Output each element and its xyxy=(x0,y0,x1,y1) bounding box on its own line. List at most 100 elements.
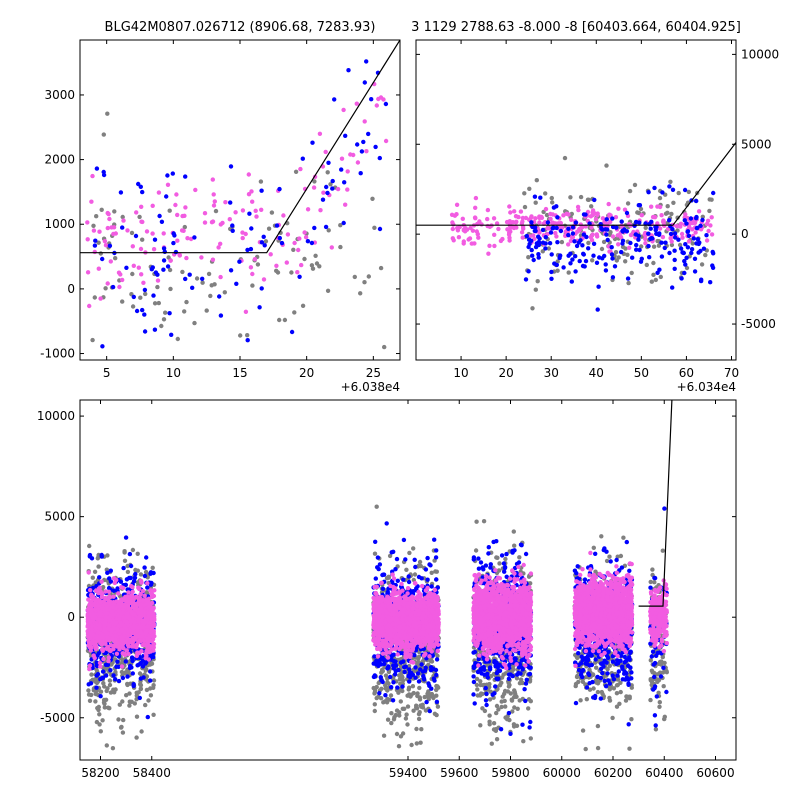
data-point xyxy=(133,607,138,612)
data-point xyxy=(637,220,642,225)
data-point xyxy=(142,312,147,317)
data-point xyxy=(583,258,589,264)
data-point xyxy=(707,197,712,202)
data-point xyxy=(144,555,149,560)
data-point xyxy=(108,668,113,673)
data-point xyxy=(138,572,144,577)
data-point xyxy=(116,678,122,684)
data-point xyxy=(412,572,418,577)
data-point xyxy=(135,551,140,556)
data-point xyxy=(544,212,550,218)
data-point xyxy=(676,190,681,196)
data-point xyxy=(124,612,130,617)
data-point xyxy=(128,563,134,569)
data-point xyxy=(153,270,159,275)
data-point xyxy=(457,224,462,230)
data-point xyxy=(142,593,147,598)
data-point xyxy=(694,225,700,231)
data-point xyxy=(466,237,471,242)
data-point xyxy=(138,683,144,688)
data-point xyxy=(125,569,131,575)
panel-bottom: 58200 58400 59400 59600 59800 60000 60200 60400… xyxy=(37,399,737,780)
data-point xyxy=(352,274,357,280)
data-point xyxy=(546,246,551,251)
data-point xyxy=(396,744,402,749)
data-point xyxy=(391,549,396,554)
data-point xyxy=(689,247,695,252)
data-point xyxy=(643,225,648,230)
data-point xyxy=(654,231,659,236)
data-point xyxy=(630,255,635,260)
data-point xyxy=(209,220,215,225)
data-point xyxy=(182,224,187,230)
data-point xyxy=(692,269,698,274)
data-point xyxy=(473,205,478,210)
data-point xyxy=(358,291,363,296)
data-point xyxy=(372,708,377,714)
data-point xyxy=(127,699,132,704)
data-point xyxy=(139,634,144,639)
data-point xyxy=(210,177,215,182)
data-point xyxy=(698,223,703,228)
data-point xyxy=(417,697,423,702)
data-point xyxy=(125,638,130,643)
axes-frame xyxy=(415,39,737,361)
data-point xyxy=(550,226,555,231)
x-tick-label: 10 xyxy=(166,366,181,380)
x-tick-label: 30 xyxy=(544,366,559,380)
data-point xyxy=(202,211,208,216)
data-point xyxy=(156,300,161,306)
data-point xyxy=(491,216,497,221)
data-point xyxy=(409,742,414,748)
data-point xyxy=(378,265,384,271)
data-point xyxy=(510,220,516,225)
data-point xyxy=(144,590,149,595)
data-point xyxy=(372,687,378,693)
data-point xyxy=(138,295,143,300)
data-point xyxy=(155,284,160,290)
data-point xyxy=(424,699,429,705)
data-point xyxy=(668,179,673,184)
data-point xyxy=(703,252,708,258)
data-point xyxy=(128,575,133,581)
data-point xyxy=(341,107,346,113)
data-point xyxy=(379,678,384,683)
data-point xyxy=(284,260,289,265)
data-point xyxy=(227,217,232,222)
data-point xyxy=(591,253,596,258)
data-point xyxy=(610,256,615,261)
data-point xyxy=(120,730,126,735)
data-point xyxy=(663,240,668,245)
data-point xyxy=(127,703,132,708)
data-point xyxy=(543,191,548,196)
data-point xyxy=(427,654,432,659)
data-point xyxy=(99,207,104,212)
data-point xyxy=(676,237,681,242)
data-point xyxy=(281,213,286,218)
data-point xyxy=(404,712,409,717)
data-point xyxy=(684,221,689,226)
data-point xyxy=(143,661,148,666)
data-point xyxy=(300,303,306,308)
data-point xyxy=(124,265,129,270)
data-point xyxy=(107,682,113,688)
data-point xyxy=(376,96,381,102)
data-point xyxy=(100,669,106,674)
data-point xyxy=(130,547,136,553)
data-point xyxy=(496,226,501,232)
data-point xyxy=(578,194,584,200)
data-point xyxy=(123,535,129,540)
data-point xyxy=(111,673,116,678)
data-point xyxy=(131,579,137,584)
data-point xyxy=(94,166,100,171)
data-point xyxy=(142,609,147,615)
data-point xyxy=(638,206,644,212)
data-point xyxy=(398,660,404,665)
data-point xyxy=(609,245,614,250)
data-point xyxy=(573,220,579,225)
data-point xyxy=(412,557,417,562)
data-point xyxy=(175,238,180,243)
data-point xyxy=(148,571,153,576)
data-point xyxy=(130,611,136,617)
data-point xyxy=(87,543,92,549)
